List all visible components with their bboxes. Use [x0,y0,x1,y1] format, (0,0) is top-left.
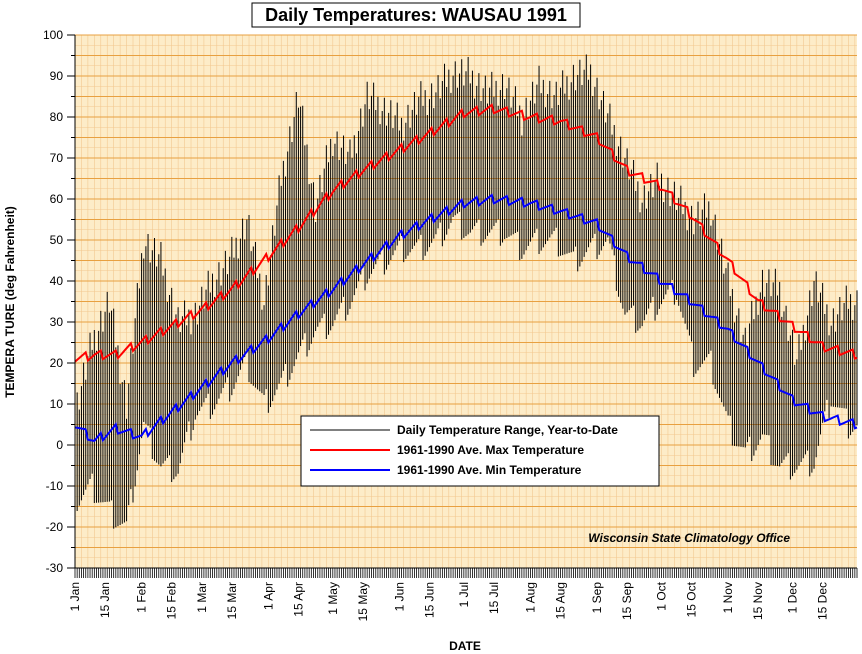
x-tick-label: 1 Dec [786,582,800,613]
y-tick-label: 20 [50,356,64,370]
x-tick-label: 1 Feb [135,582,149,613]
x-tick-label: 15 Jul [487,582,501,614]
ave-max-temperature-line [74,103,858,363]
legend-label-max: 1961-1990 Ave. Max Temperature [397,443,584,457]
y-tick-label: 40 [50,274,64,288]
x-tick-label: 15 Aug [554,582,568,619]
x-tick-label: 15 Jan [98,582,112,618]
x-axis-label: DATE [449,639,481,653]
title-frame [251,2,581,28]
y-tick-label: 100 [43,28,63,42]
legend: Daily Temperature Range, Year-to-Date 19… [300,415,660,487]
axes [67,34,858,578]
x-tick-label: 15 May [356,582,370,621]
x-tick-label: 1 Apr [261,582,275,610]
source-annotation: Wisconsin State Climatology Office [588,531,790,545]
x-tick-label: 15 Dec [816,582,830,620]
legend-label-min: 1961-1990 Ave. Min Temperature [397,463,582,477]
chart-title: Daily Temperatures: WAUSAU 1991 [265,5,567,25]
x-tick-label: 1 Aug [523,582,537,613]
legend-label-range: Daily Temperature Range, Year-to-Date [397,423,618,437]
y-tick-label: 30 [50,315,64,329]
x-tick-label: 1 Jan [68,582,82,611]
x-tick-label: 1 Mar [195,582,209,613]
x-tick-label: 1 Jun [392,582,406,611]
y-tick-label: 60 [50,192,64,206]
x-tick-label: 15 Nov [751,582,765,620]
x-tick-label: 1 Sep [590,582,604,614]
y-tick-label: -20 [46,520,64,534]
x-tick-label: 15 Jun [422,582,436,618]
y-tick-label: 80 [50,110,64,124]
y-tick-label: 70 [50,151,64,165]
x-tick-label: 1 May [326,582,340,615]
y-tick-label: 10 [50,397,64,411]
x-tick-label: 15 Apr [291,582,305,617]
x-tick-label: 1 Oct [655,581,669,610]
y-axis-label: TEMPERA TURE (deg Fahrenheit) [3,206,17,398]
x-tick-label: 15 Mar [225,582,239,619]
y-tick-label: 50 [50,233,64,247]
x-tick-label: 15 Oct [685,581,699,617]
y-tick-label: 0 [56,438,63,452]
x-tick-label: 1 Jul [457,582,471,607]
ave-min-temperature-line [74,193,858,443]
x-tick-labels: 1 Jan 15 Jan 1 Feb 15 Feb 1 Mar 15 Mar 1 Apr 15… [68,581,830,621]
y-tick-label: 90 [50,69,64,83]
x-tick-label: 15 Sep [620,582,634,620]
y-tick-label: -30 [46,561,64,575]
x-tick-label: 1 Nov [721,582,735,613]
x-tick-label: 15 Feb [165,582,179,620]
y-tick-label: -10 [46,479,64,493]
